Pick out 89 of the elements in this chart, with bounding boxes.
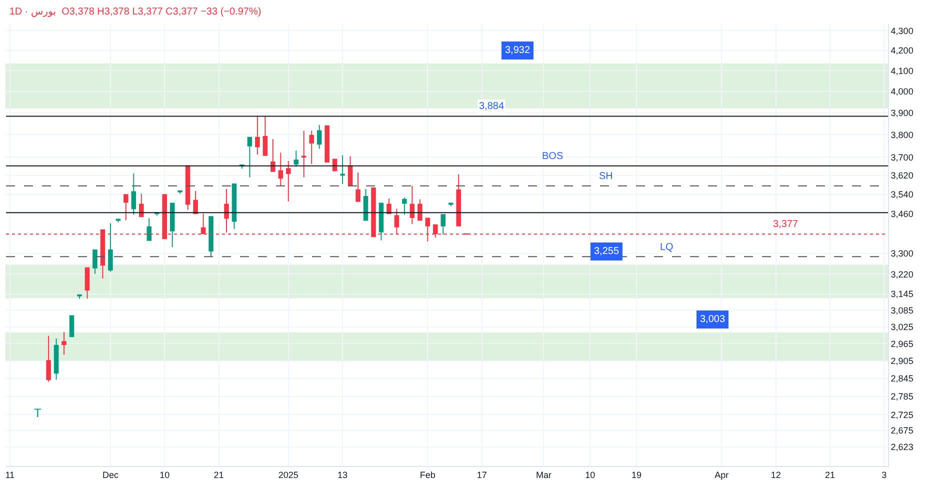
candlestick [255, 116, 260, 155]
candlestick [356, 172, 360, 202]
candlestick [348, 156, 353, 186]
chart-title: 1D · بورس O3,378 H3,378 L3,377 C3,377 −33 (−0.97%) [9, 6, 262, 18]
candlestick [440, 214, 446, 236]
y-tick-label: 2,675 [890, 425, 914, 436]
ref-line-label: LQ [660, 242, 674, 253]
candlestick [340, 154, 345, 184]
candlestick [46, 335, 51, 382]
ref-line-label: 3,884 [479, 101, 504, 112]
candlestick [208, 216, 214, 258]
band-label: 3,255 [594, 246, 620, 257]
x-tick-label: 17 [476, 470, 487, 480]
candlestick [232, 184, 237, 230]
candlestick [224, 188, 229, 234]
x-tick-label: 13 [338, 470, 348, 480]
y-tick-label: 2,785 [890, 392, 914, 402]
candlestick [410, 185, 415, 225]
candlestick [294, 150, 299, 168]
y-tick-label: 3,085 [890, 305, 914, 316]
y-tick-label: 2,965 [890, 338, 914, 349]
ref-line-label: 3,377 [773, 219, 798, 230]
y-tick-label: 2,845 [890, 374, 914, 384]
y-tick-label: 4,300 [890, 26, 914, 36]
candlestick [456, 174, 461, 226]
y-tick-label: 3,900 [890, 108, 914, 118]
x-tick-label: 19 [632, 470, 642, 480]
candlestick [69, 315, 74, 338]
candlestick [363, 188, 368, 221]
x-tick-label: 3 [882, 470, 887, 480]
candlestick [170, 202, 175, 248]
x-tick-label: Dec [102, 470, 119, 480]
y-tick-label: 2,623 [890, 442, 914, 452]
x-tick-label: 11 [5, 470, 15, 480]
x-tick-label: 10 [160, 470, 170, 480]
candlestick [386, 198, 392, 214]
y-tick-label: 4,200 [890, 46, 914, 56]
x-tick-label: 21 [824, 470, 835, 480]
y-tick-label: 3,025 [890, 322, 914, 332]
candlestick [131, 172, 136, 216]
x-tick-label: 12 [770, 470, 781, 480]
y-tick-label: 3,300 [890, 248, 914, 259]
y-tick-label: 3,800 [890, 130, 914, 140]
candlestick [124, 194, 128, 221]
candlestick [247, 136, 252, 178]
candlestick [62, 332, 66, 356]
candlestick [418, 198, 422, 221]
x-tick-label: 2025 [278, 470, 298, 480]
candlestick [448, 202, 454, 207]
candlestick [84, 267, 90, 300]
candlestick [286, 160, 291, 202]
y-tick-label: 3,540 [890, 190, 914, 200]
candlestick [178, 190, 182, 194]
candlestick [301, 130, 306, 178]
candlestick [378, 202, 384, 241]
y-tick-label: 4,000 [890, 86, 914, 97]
y-tick-label: 3,220 [890, 269, 914, 280]
y-tick-label: 3,145 [890, 289, 914, 300]
y-tick-label: 3,460 [890, 208, 914, 219]
candlestick [139, 193, 144, 218]
x-tick-label: Feb [420, 470, 436, 480]
x-tick-label: Mar [536, 470, 552, 480]
x-tick-label: 10 [585, 470, 596, 480]
annotation: T [34, 406, 42, 420]
candlestick [316, 124, 322, 150]
y-tick-label: 2,905 [890, 356, 914, 366]
candlestick [262, 116, 268, 156]
band-label: 3,932 [505, 45, 530, 56]
ref-line-label: SH [599, 171, 613, 182]
candlestick [54, 338, 59, 380]
candlestick [77, 294, 82, 300]
y-tick-label: 4,100 [890, 66, 914, 76]
candlestick [185, 165, 190, 210]
y-tick-label: 3,620 [890, 170, 914, 181]
candlestick [309, 130, 314, 165]
candlestick [193, 190, 198, 214]
candlestick [92, 249, 98, 274]
candlestick [324, 125, 330, 162]
candlestick [146, 218, 152, 241]
candlestick [108, 222, 113, 272]
candlestick [402, 196, 407, 216]
ref-line-label: BOS [542, 151, 564, 162]
x-tick-label: Apr [714, 470, 729, 480]
candlestick [270, 138, 276, 172]
x-tick-label: 21 [214, 470, 224, 480]
band-label: 3,003 [700, 314, 726, 325]
y-tick-label: 2,725 [890, 410, 914, 420]
candlestick [278, 152, 284, 186]
y-tick-label: 3,700 [890, 152, 914, 162]
